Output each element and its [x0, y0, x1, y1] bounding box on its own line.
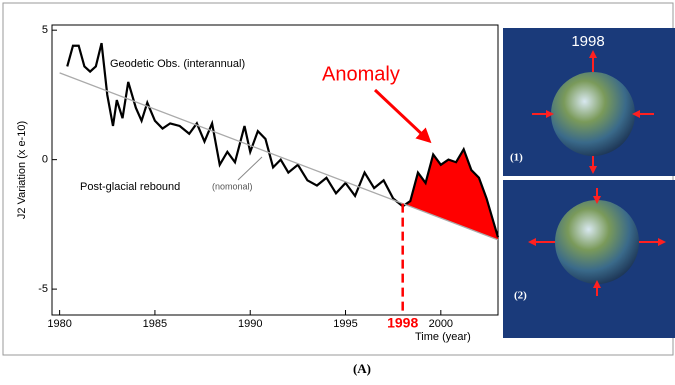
- y-tick-label: 5: [42, 24, 48, 36]
- globe: [555, 200, 639, 284]
- annotation: Post-glacial rebound: [80, 181, 180, 193]
- y-axis-label: J2 Variation (x e-10): [16, 121, 28, 219]
- panel-1: 1998 (1): [503, 28, 675, 176]
- series-line: [59, 72, 499, 241]
- highlight-label: 1998: [387, 315, 418, 331]
- series-line: [66, 42, 500, 238]
- anomaly-area: [402, 149, 498, 240]
- plot-frame: [51, 24, 499, 316]
- x-tick-label: 1995: [333, 318, 357, 330]
- annotation: Geodetic Obs. (interannual): [110, 58, 245, 70]
- x-tick-label: 1980: [47, 318, 71, 330]
- y-tick-label: 0: [42, 154, 48, 166]
- annotation-pointer: [237, 156, 263, 181]
- x-axis-label: Time (year): [415, 331, 471, 343]
- figure-border: [2, 2, 674, 356]
- annotation: (nomonal): [212, 181, 253, 191]
- x-tick-label: 1990: [238, 318, 262, 330]
- panel-title: 1998: [571, 33, 604, 50]
- panel-2: (2): [503, 180, 675, 338]
- annotation: Anomaly: [322, 63, 400, 85]
- y-tick-label: -5: [38, 283, 48, 295]
- annotation-arrow: [373, 88, 432, 144]
- x-tick-label: 2000: [429, 318, 453, 330]
- globe: [551, 72, 635, 156]
- panel-label: (2): [514, 290, 527, 302]
- caption: (A): [353, 361, 371, 376]
- x-tick-label: 1985: [143, 318, 167, 330]
- panel-label: (1): [510, 152, 523, 164]
